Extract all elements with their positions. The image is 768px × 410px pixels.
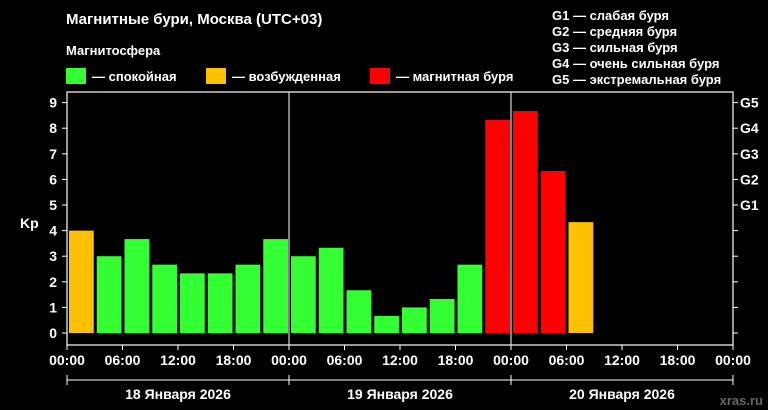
storm-scale-g3: G3 — сильная буря (552, 40, 678, 55)
legend-label-excited: — возбужденная (232, 68, 341, 84)
kp-bar (318, 247, 344, 333)
kp-bar (429, 298, 455, 333)
kp-bar (69, 230, 94, 333)
kp-bar (235, 264, 261, 333)
x-tick-label: 06:00 (327, 352, 363, 368)
legend-swatch-excited (206, 68, 226, 84)
kp-bar (263, 239, 288, 333)
y-tick-label: 4 (49, 223, 57, 239)
y-tick-label: 3 (49, 248, 57, 264)
x-tick-label: 18:00 (438, 352, 474, 368)
y-tick-label: 9 (49, 95, 57, 111)
y-tick-label: 5 (49, 197, 57, 213)
watermark: xras.ru (720, 393, 763, 408)
storm-level-tick-label: G1 (740, 197, 759, 213)
x-tick-label: 00:00 (49, 352, 85, 368)
kp-bar (346, 290, 372, 333)
day-label: 20 Января 2026 (569, 386, 675, 402)
kp-bar (207, 273, 233, 333)
legend-item-storm: — магнитная буря (370, 68, 513, 84)
kp-bars (69, 111, 594, 333)
storm-scale-legend: G1 — слабая буря G2 — средняя буря G3 — … (552, 8, 721, 88)
y-tick-label: 8 (49, 120, 57, 136)
kp-bar (180, 273, 205, 333)
storm-scale-g4: G4 — очень сильная буря (552, 56, 720, 71)
storm-scale-g1: G1 — слабая буря (552, 8, 670, 23)
y-axis-label: Kp (20, 215, 39, 231)
kp-bar (291, 256, 316, 333)
legend-swatch-quiet (66, 68, 86, 84)
legend-item-excited: — возбужденная (206, 68, 341, 84)
x-tick-label: 00:00 (493, 352, 529, 368)
kp-bar (513, 111, 538, 333)
storm-level-tick-label: G4 (740, 120, 759, 136)
x-tick-label: 12:00 (160, 352, 196, 368)
x-tick-label: 12:00 (604, 352, 640, 368)
x-tick-label: 06:00 (549, 352, 585, 368)
kp-bar (540, 170, 566, 333)
day-label: 19 Января 2026 (347, 386, 453, 402)
storm-level-tick-label: G3 (740, 146, 759, 162)
storm-level-tick-label: G5 (740, 95, 759, 111)
y-tick-label: 7 (49, 146, 57, 162)
kp-bar (402, 307, 427, 333)
x-tick-label: 00:00 (715, 352, 751, 368)
y-tick-label: 1 (49, 299, 57, 315)
y-tick-label: 6 (49, 171, 57, 187)
y-tick-label: 2 (49, 274, 57, 290)
y-tick-label: 0 (49, 325, 57, 341)
legend-label-storm: — магнитная буря (396, 68, 514, 84)
storm-scale-g2: G2 — средняя буря (552, 24, 678, 39)
kp-bar (152, 264, 177, 333)
legend-label-quiet: — спокойная (92, 68, 177, 84)
kp-bar (485, 119, 510, 333)
legend-swatch-storm (370, 68, 390, 84)
kp-bar (124, 239, 150, 333)
storm-scale-g5: G5 — экстремальная буря (552, 72, 722, 87)
x-tick-label: 18:00 (216, 352, 252, 368)
chart-title: Магнитные бури, Москва (UTC+03) (66, 11, 323, 28)
x-tick-label: 00:00 (271, 352, 307, 368)
kp-bar (96, 256, 122, 333)
x-tick-label: 18:00 (660, 352, 696, 368)
x-tick-label: 06:00 (105, 352, 141, 368)
axes: 0 1 2 3 4 5 6 7 8 9 G1 G2 G3 G4 G5 00:00 06:00 12:00 18:00… (49, 95, 759, 402)
legend-item-quiet: — спокойная (66, 68, 177, 84)
kp-bar (568, 222, 594, 333)
day-label: 18 Января 2026 (125, 386, 231, 402)
kp-bar (374, 315, 399, 333)
magnetosphere-label: Магнитосфера (66, 43, 161, 58)
storm-level-tick-label: G2 (740, 171, 759, 187)
x-tick-label: 12:00 (382, 352, 418, 368)
kp-bar (457, 264, 483, 333)
